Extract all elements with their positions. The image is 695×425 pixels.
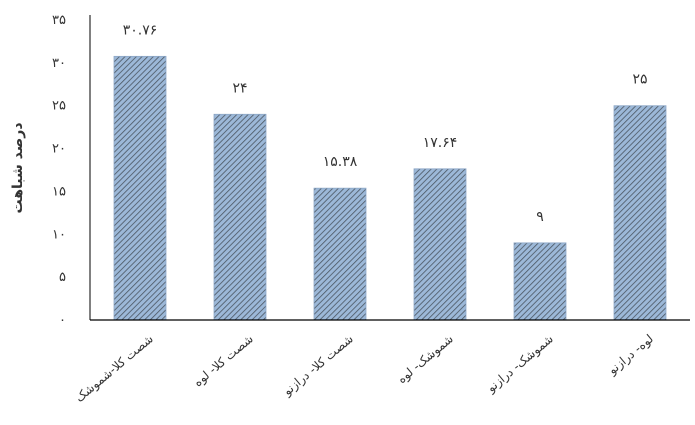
x-tick-label: شموشک- درازنو	[483, 332, 556, 397]
y-tick-label: ۳۰	[52, 56, 66, 71]
y-tick-label: ۵	[59, 270, 66, 285]
data-label: ۲۵	[632, 72, 647, 88]
bar	[513, 242, 567, 321]
x-tick-label: شموشک- لوه	[395, 332, 457, 387]
bar	[313, 187, 367, 321]
y-axis-label: درصد شباهت	[10, 123, 26, 214]
bar	[613, 105, 667, 321]
bar	[213, 113, 267, 321]
data-label: ۱۵.۳۸	[323, 154, 358, 170]
bar	[413, 168, 467, 321]
y-tick-label: ۲۰	[52, 142, 66, 157]
data-label: ۳۰.۷۶	[123, 22, 158, 38]
data-label: ۹	[536, 209, 544, 225]
y-tick-label: ۱۰	[52, 227, 66, 242]
y-tick-label: ۰	[59, 313, 66, 328]
x-tick-label: شصت کلا-شموشک	[72, 332, 156, 406]
bar	[113, 55, 167, 321]
x-tick-label: شصت کلا- درازنو	[280, 332, 357, 400]
plot-area: ۰ ۵ ۱۰ ۱۵ ۲۰ ۲۵ ۳۰ ۳۵ ۳۰.۷۶ شصت کلا-شموشک ۲۴ شصت کل…	[52, 13, 690, 406]
y-tick-label: ۲۵	[52, 99, 66, 114]
x-tick-label: شصت کلا- لوه	[191, 332, 257, 391]
x-tick-label: لوه- درازنو	[605, 332, 657, 379]
data-label: ۱۷.۶۴	[423, 135, 458, 151]
y-tick-label: ۱۵	[52, 184, 66, 199]
data-label: ۲۴	[232, 80, 247, 96]
y-tick-label: ۳۵	[52, 13, 66, 28]
